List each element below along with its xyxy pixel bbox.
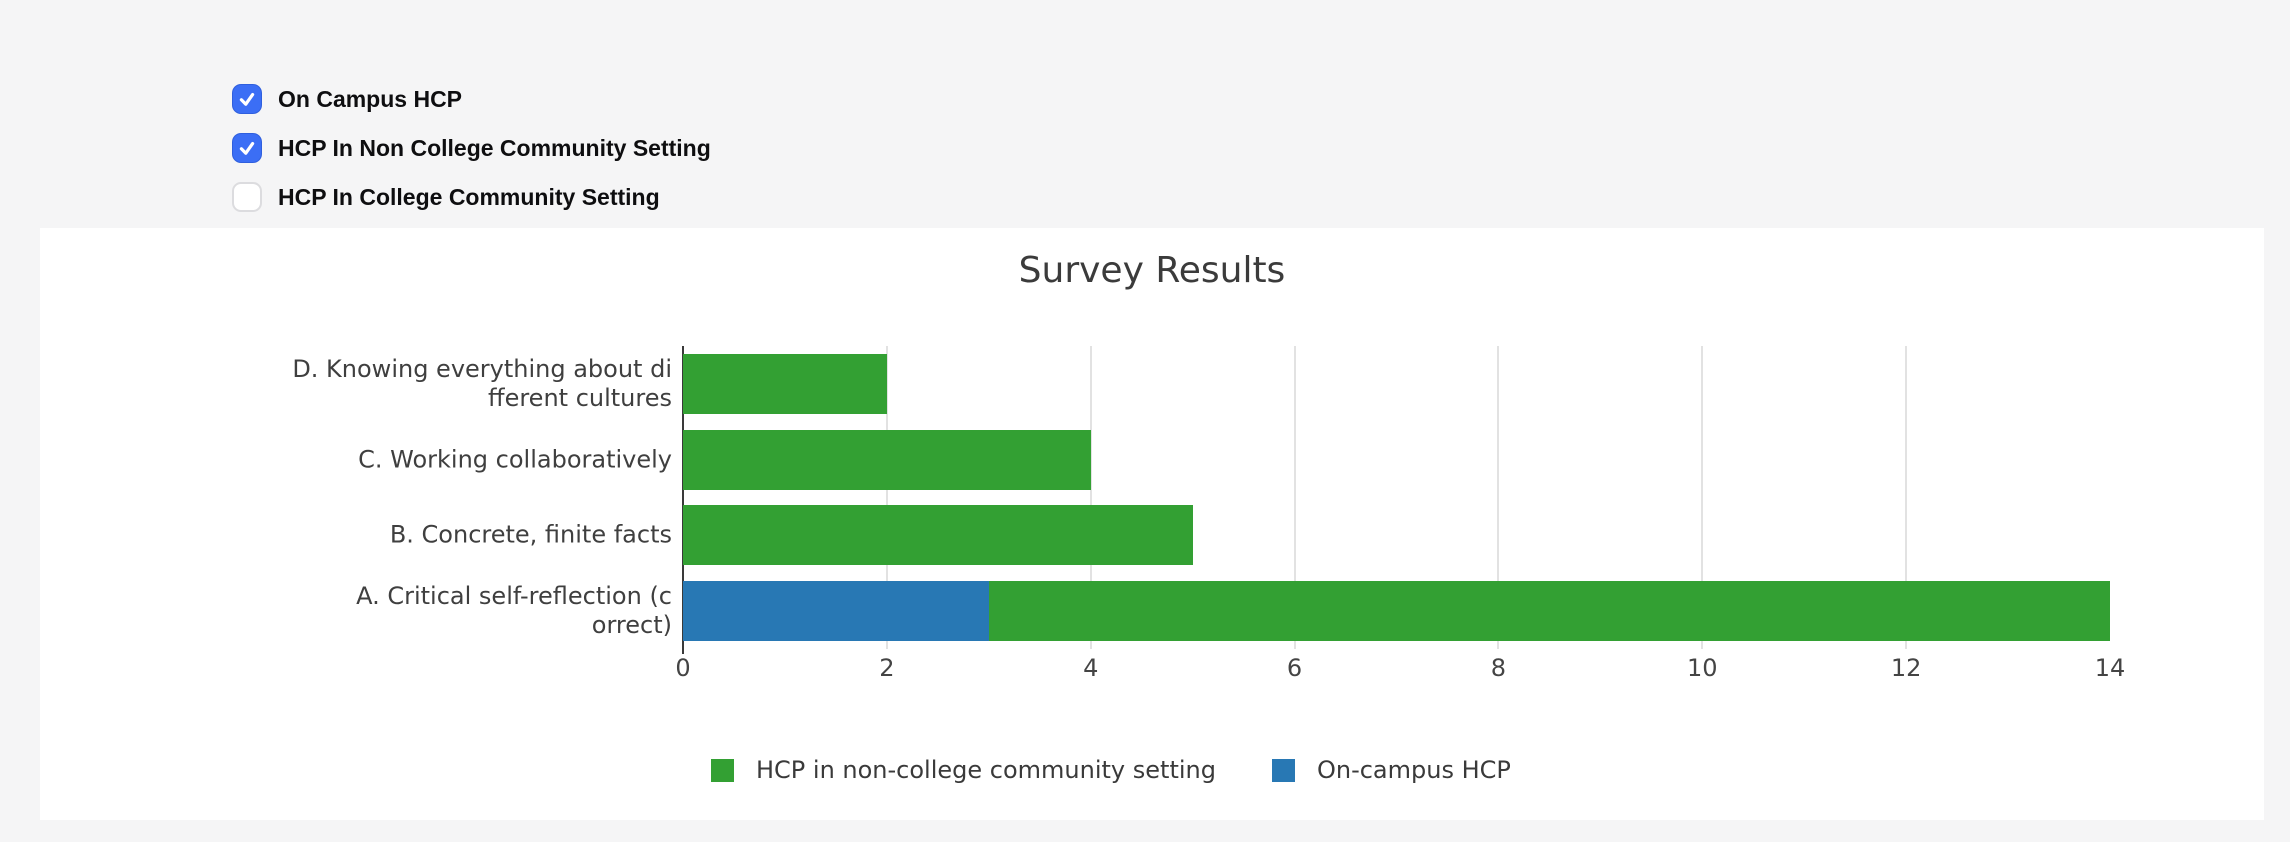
gridline-x-12 bbox=[1905, 346, 1908, 649]
legend-label: HCP in non-college community setting bbox=[756, 756, 1216, 784]
y-axis-label: C. Working collaboratively bbox=[358, 445, 672, 474]
bar-segment bbox=[683, 581, 989, 642]
gridline-x-2 bbox=[885, 346, 888, 649]
y-axis-label: D. Knowing everything about di fferent cu… bbox=[292, 354, 672, 412]
checkbox-label: On Campus HCP bbox=[278, 85, 463, 112]
gridline-x-6 bbox=[1293, 346, 1296, 649]
check-icon bbox=[239, 142, 255, 155]
checkbox-hcp-non-college[interactable] bbox=[232, 133, 262, 163]
gridline-x-10 bbox=[1701, 346, 1704, 649]
x-axis-tick-label: 0 bbox=[675, 654, 691, 682]
legend-swatch-blue bbox=[1271, 758, 1295, 782]
checkbox-on-campus-hcp[interactable] bbox=[232, 84, 262, 114]
checkbox-row-hcp-non-college: HCP In Non College Community Setting bbox=[232, 133, 711, 163]
x-axis-tick-label: 8 bbox=[1490, 654, 1507, 682]
checkbox-row-hcp-college: HCP In College Community Setting bbox=[232, 182, 711, 212]
chart-legend: HCP in non-college community setting On-… bbox=[711, 756, 1511, 784]
x-axis-tick-label: 12 bbox=[1890, 654, 1922, 682]
checkbox-label: HCP In Non College Community Setting bbox=[278, 134, 711, 161]
series-filter-checkboxes: On Campus HCP HCP In Non College Communi… bbox=[232, 84, 711, 231]
bar-segment bbox=[988, 581, 2110, 642]
plot-area bbox=[682, 346, 2110, 654]
x-axis-tick-label: 6 bbox=[1286, 654, 1303, 682]
legend-label: On-campus HCP bbox=[1316, 756, 1511, 784]
y-axis-label: B. Concrete, finite facts bbox=[389, 520, 672, 549]
checkbox-hcp-college[interactable] bbox=[232, 182, 262, 212]
chart-title: Survey Results bbox=[1018, 250, 1286, 291]
x-axis-tick-label: 14 bbox=[2094, 654, 2126, 682]
x-axis-tick-label: 4 bbox=[1083, 654, 1099, 682]
bar-segment bbox=[683, 353, 887, 414]
x-axis-tick-label: 2 bbox=[879, 654, 895, 682]
bar-segment bbox=[683, 505, 1193, 566]
checkbox-label: HCP In College Community Setting bbox=[278, 183, 660, 210]
x-axis-tick-label: 10 bbox=[1687, 654, 1718, 682]
checkbox-row-on-campus-hcp: On Campus HCP bbox=[232, 84, 711, 114]
chart-panel: Survey Results D. Knowing everything abo… bbox=[40, 228, 2264, 820]
gridline-x-8 bbox=[1497, 346, 1500, 649]
check-icon bbox=[239, 93, 255, 106]
legend-swatch-green bbox=[711, 758, 734, 782]
y-axis-zeroline bbox=[682, 346, 684, 654]
legend-item-on-campus[interactable]: On-campus HCP bbox=[1271, 756, 1511, 784]
bar-segment bbox=[683, 429, 1091, 490]
legend-item-non-college[interactable]: HCP in non-college community setting bbox=[711, 756, 1216, 784]
gridline-x-4 bbox=[1089, 346, 1092, 649]
y-axis-label: A. Critical self-reflection (c orrect) bbox=[356, 582, 672, 640]
